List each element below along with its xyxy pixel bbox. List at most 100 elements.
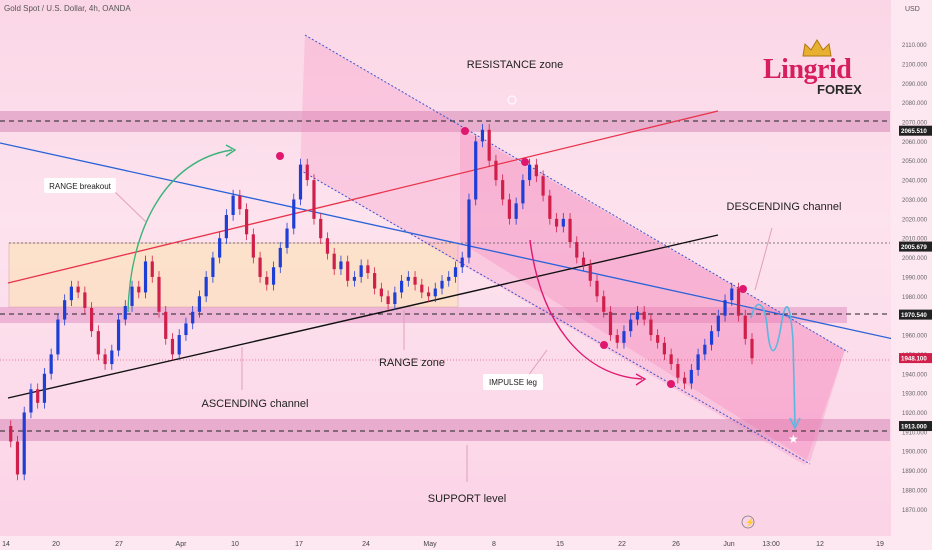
descending-channel	[300, 35, 845, 465]
time-axis-bg	[0, 536, 932, 550]
candle-body	[534, 164, 538, 177]
x-tick-label: May	[423, 541, 437, 548]
candle-body	[629, 319, 633, 332]
descending-callout-pointer	[754, 227, 773, 291]
y-tick-label: 1890.000	[902, 469, 928, 475]
candle-body	[595, 280, 599, 297]
y-tick-label: 1870.000	[902, 508, 928, 514]
price-axis[interactable]: 2110.000 2100.000 2090.000 2080.000 2070.000…	[891, 0, 932, 536]
candle-body	[696, 354, 700, 370]
projection-path	[750, 303, 796, 426]
candle-body	[460, 257, 464, 268]
candle-body	[110, 350, 114, 365]
impulse-label-box	[483, 374, 543, 390]
y-tick-label: 2050.000	[902, 159, 928, 165]
breakout-label-box	[44, 178, 116, 193]
candle-body	[359, 265, 363, 277]
support-zone	[0, 419, 890, 441]
trend-line	[0, 142, 899, 341]
candle-body	[399, 280, 404, 293]
candle-body	[96, 331, 100, 355]
candle-body	[683, 377, 687, 384]
candle-body	[393, 292, 397, 305]
candle-body	[440, 280, 444, 289]
x-tick-label: Apr	[176, 541, 188, 548]
y-tick-label: 1990.000	[902, 275, 928, 281]
swing-markers	[276, 127, 747, 388]
candle-body	[588, 265, 592, 281]
price-tag-label: 1970.540	[901, 312, 927, 319]
candle-body	[231, 195, 235, 215]
resistance-trend-line	[7, 110, 719, 284]
candle-body	[608, 311, 613, 336]
candle-body	[312, 180, 316, 219]
x-tick-label: 19	[876, 541, 884, 548]
y-tick-label: 1980.000	[902, 295, 928, 301]
candle-body	[63, 300, 67, 320]
candle-body	[730, 288, 734, 301]
candle-body	[170, 338, 175, 355]
y-tick-label: 2060.000	[902, 140, 928, 146]
y-tick-label: 2110.000	[902, 43, 927, 49]
y-tick-label: 2020.000	[902, 217, 928, 223]
candle-body	[453, 267, 458, 277]
candle-body	[480, 129, 485, 142]
candle-body	[191, 311, 195, 324]
swing-marker	[600, 341, 608, 349]
x-tick-label: 24	[362, 541, 370, 548]
candle-body	[554, 218, 559, 227]
candle-body	[305, 164, 309, 181]
lingrid-logo: Lingrid FOREX	[763, 38, 873, 100]
candle-body	[575, 242, 579, 258]
candle-body	[352, 276, 357, 281]
annotation-ascending-channel: ASCENDING channel	[202, 398, 309, 410]
candle-body	[487, 129, 491, 161]
candle-body	[689, 369, 693, 384]
swing-marker	[276, 152, 284, 160]
candle-body	[83, 292, 87, 308]
candle-body	[157, 276, 161, 312]
candle-body	[406, 276, 410, 281]
candle-body	[709, 331, 714, 345]
candle-body	[386, 296, 390, 305]
swing-marker	[667, 380, 675, 388]
price-tag-bg	[899, 353, 932, 364]
projection-arrowhead	[789, 417, 801, 430]
x-tick-label: 17	[295, 541, 303, 548]
annotation-impulse-leg: IMPULSE leg	[489, 378, 537, 387]
logo-word: Lingrid	[763, 54, 852, 85]
candle-body	[76, 286, 80, 293]
candle-body	[150, 261, 154, 277]
candle-body	[514, 203, 518, 219]
candle-body	[447, 276, 451, 281]
currency-label: USD	[905, 6, 920, 13]
candle-body	[265, 276, 269, 285]
candle-body	[426, 292, 431, 297]
candle-body	[433, 288, 437, 297]
y-tick-label: 2040.000	[902, 179, 928, 185]
candle-body	[521, 180, 525, 204]
candle-body	[103, 354, 107, 365]
candle-body	[716, 315, 720, 332]
candle-body	[298, 164, 303, 200]
candle-body	[15, 441, 20, 475]
candle-body	[413, 276, 417, 285]
swing-marker	[521, 158, 529, 166]
candle-body	[615, 335, 619, 343]
time-axis[interactable]: 14 20 27 Apr 10 17 24 May 8 15 22 26 Jun 13:00 12 19	[0, 536, 932, 550]
candle-body	[373, 273, 377, 289]
y-tick-label: 1880.000	[902, 488, 928, 494]
price-tag-label: 2005.679	[901, 244, 927, 251]
candle-body	[736, 288, 741, 316]
candle-body	[467, 199, 471, 258]
price-tag-bg	[899, 125, 932, 136]
candle-body	[271, 267, 276, 285]
candle-body	[507, 199, 512, 219]
x-tick-label: Jun	[723, 541, 734, 548]
y-tick-label: 2070.000	[902, 121, 928, 127]
swing-marker	[461, 127, 469, 135]
candle-body	[292, 199, 296, 229]
candle-body	[568, 218, 572, 243]
x-tick-label: 27	[115, 541, 123, 548]
